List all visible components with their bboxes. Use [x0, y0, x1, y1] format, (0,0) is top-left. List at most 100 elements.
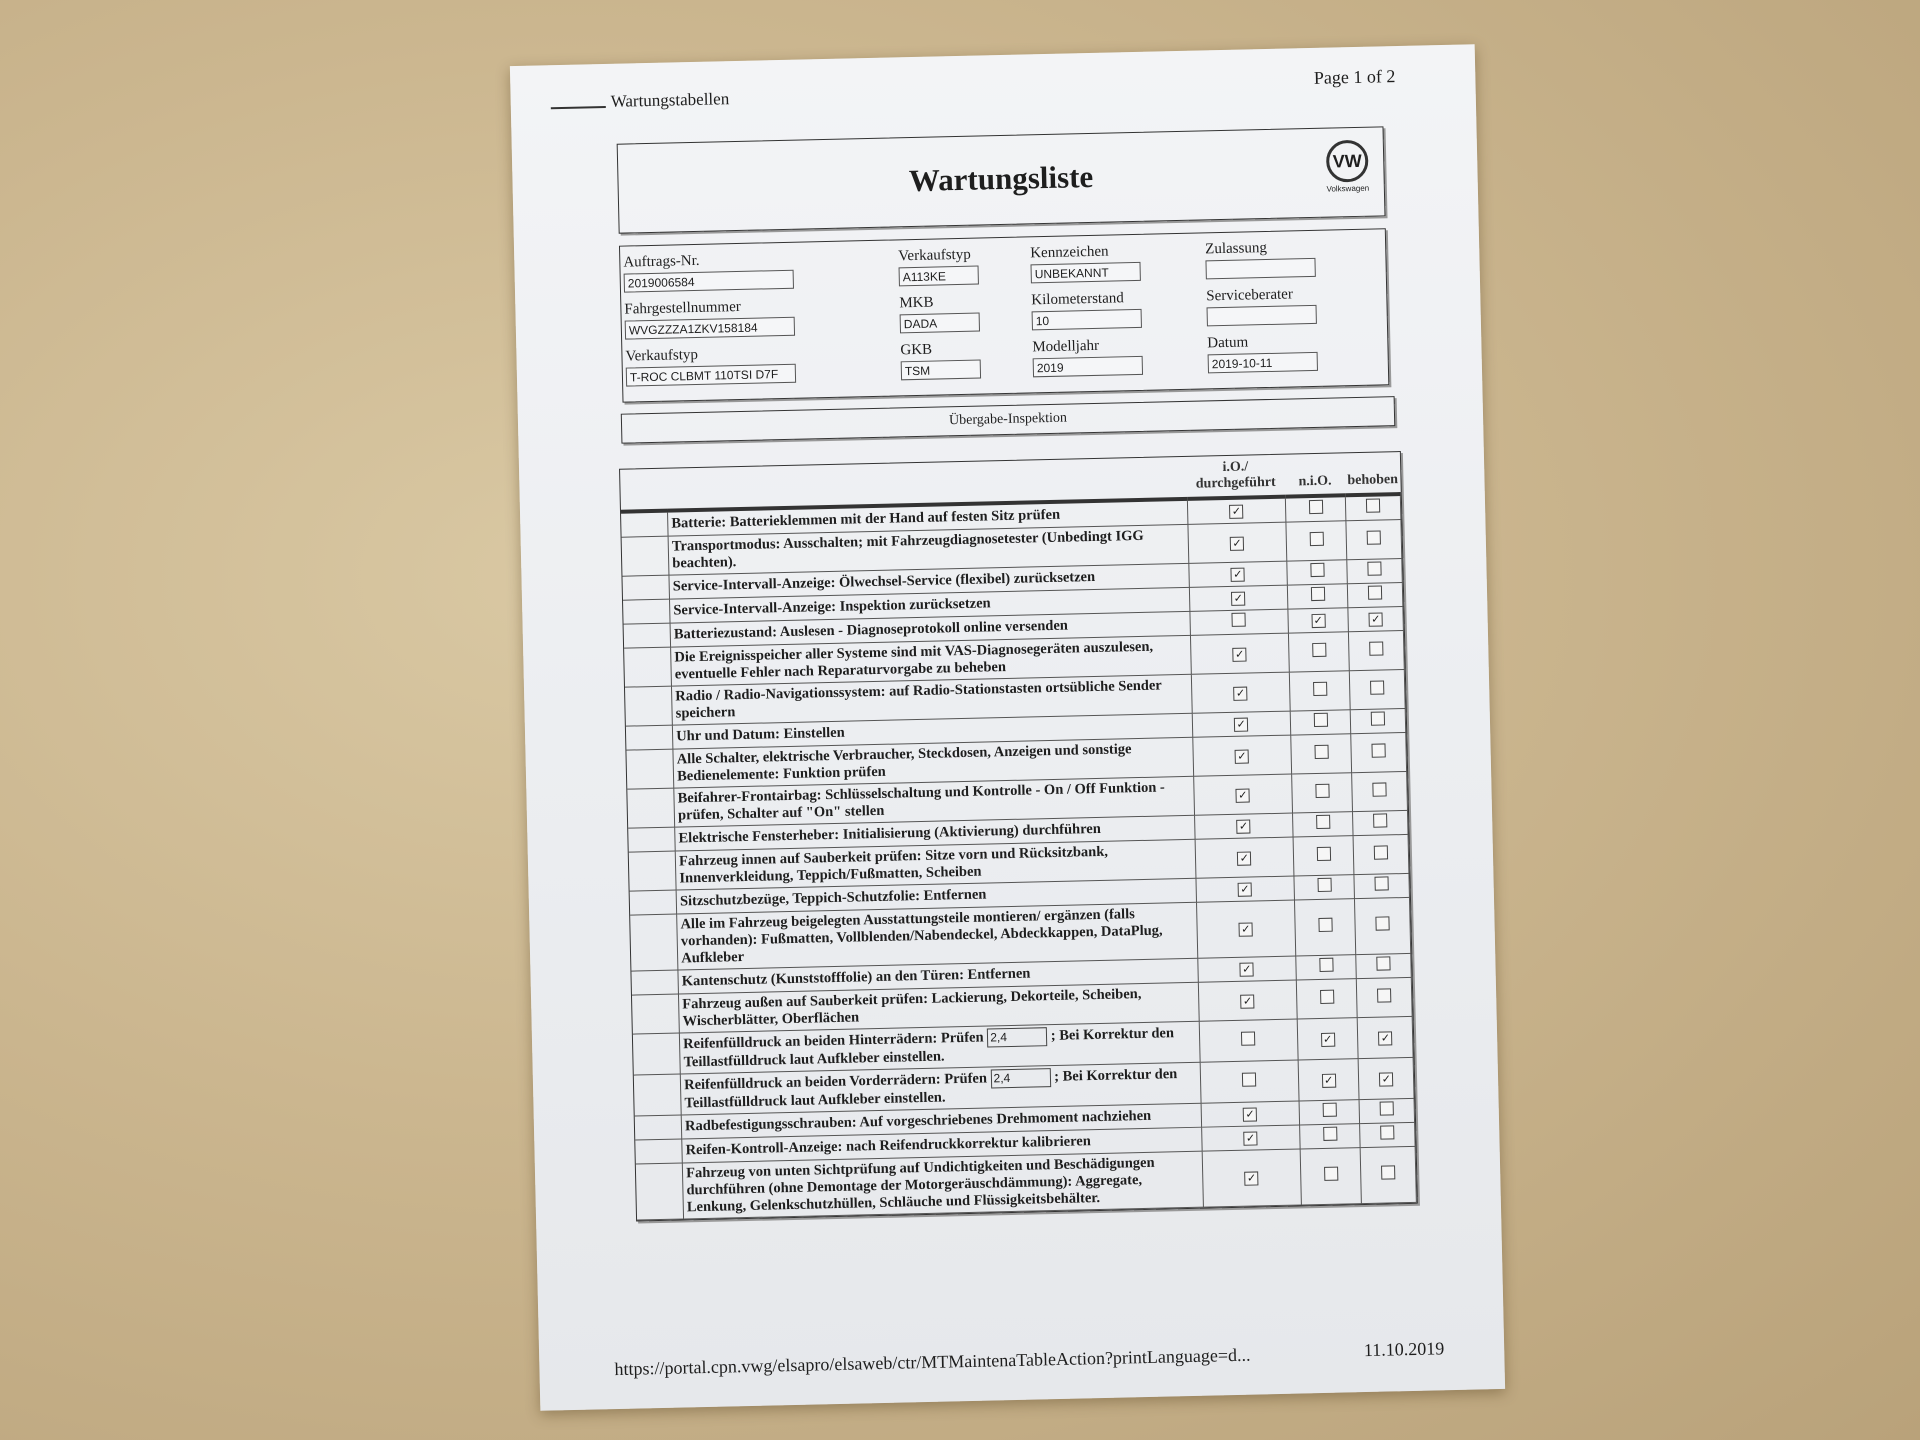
behoben-checkbox[interactable] — [1370, 711, 1386, 726]
field-value[interactable]: DADA — [899, 312, 981, 334]
behoben-header: behoben — [1344, 452, 1401, 496]
behoben-checkbox[interactable] — [1371, 742, 1386, 758]
io-checkbox[interactable]: ✓ — [1230, 567, 1245, 582]
nio-checkbox[interactable] — [1309, 562, 1325, 578]
behoben-checkbox[interactable] — [1368, 585, 1383, 600]
nio-checkbox[interactable]: ✓ — [1311, 613, 1326, 629]
nio-checkbox[interactable] — [1314, 783, 1330, 798]
behoben-cell — [1349, 669, 1406, 710]
io-checkbox[interactable]: ✓ — [1242, 1107, 1258, 1122]
io-checkbox[interactable]: ✓ — [1233, 686, 1248, 701]
nio-checkbox[interactable] — [1316, 846, 1331, 861]
behoben-cell — [1356, 977, 1413, 1018]
nio-checkbox[interactable] — [1322, 1126, 1337, 1141]
field-value[interactable]: 2019006584 — [623, 269, 794, 293]
io-checkbox[interactable]: ✓ — [1243, 1131, 1258, 1146]
behoben-cell: ✓ — [1358, 1057, 1415, 1100]
io-checkbox[interactable] — [1242, 1071, 1257, 1087]
nio-checkbox[interactable] — [1308, 499, 1323, 515]
nio-checkbox[interactable] — [1317, 877, 1332, 893]
field-value[interactable] — [1205, 257, 1316, 280]
nio-checkbox[interactable] — [1323, 1166, 1338, 1181]
behoben-checkbox[interactable] — [1373, 813, 1388, 828]
io-checkbox[interactable]: ✓ — [1236, 819, 1251, 834]
lead-cell — [628, 827, 676, 853]
io-cell — [1199, 1060, 1299, 1104]
nio-checkbox[interactable] — [1318, 957, 1334, 972]
behoben-checkbox[interactable] — [1377, 987, 1392, 1003]
io-cell: ✓ — [1201, 1148, 1302, 1208]
io-checkbox[interactable]: ✓ — [1229, 504, 1244, 519]
check-icon: ✓ — [1245, 1131, 1256, 1145]
field-label: Verkaufstyp — [625, 346, 699, 365]
task-text: Kantenschutz (Kunststofffolie) an den Tü… — [681, 965, 1031, 990]
behoben-checkbox[interactable] — [1381, 1165, 1396, 1180]
behoben-checkbox[interactable]: ✓ — [1379, 1071, 1394, 1087]
behoben-checkbox[interactable] — [1370, 679, 1385, 695]
lead-header — [620, 468, 668, 512]
nio-checkbox[interactable] — [1313, 744, 1329, 759]
io-checkbox[interactable]: ✓ — [1235, 788, 1250, 803]
nio-checkbox[interactable] — [1319, 989, 1334, 1004]
nio-checkbox[interactable]: ✓ — [1321, 1073, 1336, 1088]
behoben-checkbox[interactable] — [1366, 498, 1381, 513]
nio-checkbox[interactable] — [1311, 642, 1326, 657]
nio-checkbox[interactable] — [1312, 681, 1327, 696]
pressure-input[interactable]: 2,4 — [987, 1027, 1048, 1048]
nio-checkbox[interactable] — [1322, 1102, 1337, 1117]
io-checkbox[interactable]: ✓ — [1240, 993, 1255, 1009]
nio-cell — [1285, 520, 1348, 562]
field-value[interactable]: 2019-10-11 — [1207, 351, 1318, 374]
check-icon: ✓ — [1322, 1032, 1333, 1046]
field-value[interactable] — [1206, 304, 1317, 327]
field-value[interactable]: 2019 — [1032, 355, 1144, 378]
io-checkbox[interactable]: ✓ — [1244, 1171, 1259, 1186]
behoben-cell — [1353, 834, 1409, 875]
behoben-checkbox[interactable] — [1366, 529, 1382, 545]
brand-name: Volkswagen — [1326, 183, 1370, 194]
behoben-cell: ✓ — [1357, 1016, 1414, 1059]
io-checkbox[interactable] — [1231, 612, 1246, 627]
pressure-input[interactable]: 2,4 — [990, 1068, 1051, 1089]
nio-cell — [1298, 1099, 1360, 1125]
io-checkbox[interactable]: ✓ — [1229, 536, 1245, 551]
behoben-checkbox[interactable] — [1380, 1125, 1395, 1140]
behoben-checkbox[interactable] — [1376, 956, 1391, 971]
field-label: Serviceberater — [1206, 286, 1294, 305]
io-checkbox[interactable]: ✓ — [1238, 922, 1254, 937]
nio-checkbox[interactable]: ✓ — [1320, 1032, 1335, 1047]
nio-checkbox[interactable] — [1313, 712, 1328, 728]
io-checkbox[interactable]: ✓ — [1232, 647, 1247, 662]
io-checkbox[interactable]: ✓ — [1237, 882, 1253, 897]
behoben-checkbox[interactable]: ✓ — [1368, 612, 1384, 627]
behoben-checkbox[interactable] — [1379, 1101, 1395, 1116]
behoben-checkbox[interactable] — [1373, 844, 1389, 860]
field-label: Fahrgestellnummer — [624, 298, 741, 318]
nio-checkbox[interactable] — [1315, 814, 1330, 830]
field-value[interactable]: 10 — [1031, 308, 1142, 331]
behoben-cell: ✓ — [1348, 606, 1404, 632]
behoben-checkbox[interactable] — [1374, 876, 1389, 891]
field-label: Datum — [1207, 334, 1249, 352]
field-value[interactable]: WVGZZZA1ZKV158184 — [624, 316, 796, 340]
io-checkbox[interactable]: ✓ — [1234, 749, 1250, 764]
field-value[interactable]: TSM — [900, 359, 982, 381]
check-icon: ✓ — [1246, 1171, 1257, 1185]
behoben-checkbox[interactable] — [1367, 561, 1382, 576]
io-checkbox[interactable]: ✓ — [1239, 962, 1254, 977]
io-cell: ✓ — [1201, 1124, 1300, 1152]
nio-checkbox[interactable] — [1317, 917, 1333, 933]
behoben-checkbox[interactable] — [1372, 781, 1387, 797]
field-value[interactable]: T-ROC CLBMT 110TSI D7F — [625, 363, 797, 387]
io-checkbox[interactable]: ✓ — [1231, 591, 1246, 606]
field-value[interactable]: UNBEKANNT — [1030, 261, 1141, 284]
io-checkbox[interactable] — [1241, 1030, 1256, 1046]
io-checkbox[interactable]: ✓ — [1234, 717, 1249, 732]
behoben-checkbox[interactable] — [1375, 916, 1390, 931]
behoben-checkbox[interactable] — [1369, 640, 1384, 656]
nio-checkbox[interactable] — [1309, 531, 1324, 546]
io-checkbox[interactable]: ✓ — [1237, 851, 1252, 866]
field-value[interactable]: A113KE — [898, 265, 979, 287]
behoben-checkbox[interactable]: ✓ — [1378, 1030, 1393, 1046]
nio-checkbox[interactable] — [1310, 586, 1325, 602]
